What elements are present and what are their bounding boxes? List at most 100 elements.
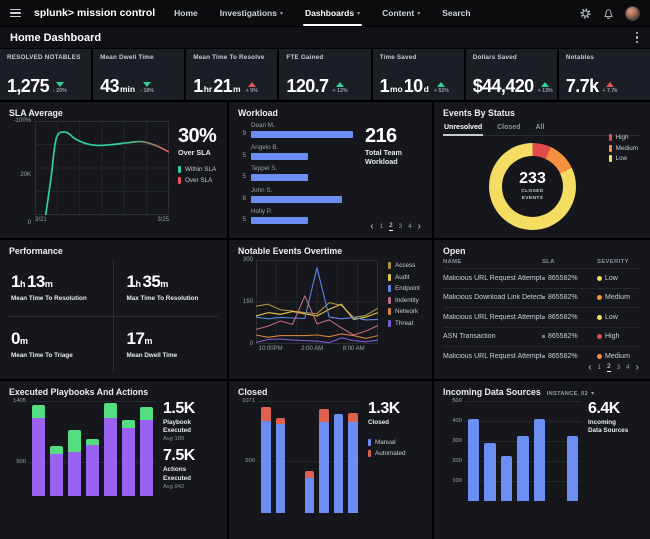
- tab-closed[interactable]: Closed: [497, 124, 521, 131]
- pager-page-3[interactable]: 3: [616, 363, 621, 371]
- kpi-value: 1,275- 20%: [7, 75, 67, 96]
- legend-item-medium: Medium: [608, 144, 638, 152]
- analyst-name: Holly P.: [251, 208, 272, 215]
- pager-page-3[interactable]: 3: [398, 222, 403, 230]
- nav-item-search[interactable]: Search: [442, 8, 471, 18]
- sla-big-label: Over SLA: [178, 148, 211, 157]
- kpi-trend: + 12%: [332, 81, 348, 94]
- analyst-name: Angelo B.: [251, 143, 279, 151]
- panel-title: Events By Status: [443, 108, 515, 118]
- pager-page-1[interactable]: 1: [597, 363, 602, 371]
- playbooks-stat-label: Playbook Executed: [163, 419, 191, 435]
- tab-unresolved[interactable]: Unresolved: [443, 121, 484, 136]
- event-name: ASN Transaction: [443, 333, 496, 341]
- bar: [333, 413, 344, 513]
- bar: [68, 429, 81, 496]
- user-avatar[interactable]: [625, 5, 640, 21]
- legend-swatch: [388, 308, 391, 315]
- notifications-bell-icon[interactable]: [602, 7, 615, 20]
- sla-big-value: 30%: [178, 125, 217, 147]
- kpi-card-mean-time-to-resolve: Mean Time To Resolve 1 hr 21 m + 9%: [186, 49, 278, 100]
- hamburger-menu-icon[interactable]: [10, 8, 21, 18]
- workload-bar: [251, 174, 308, 181]
- pager-page-2[interactable]: 2: [389, 222, 393, 231]
- sla-chart: -100% 20K 0 3/21 3/25: [13, 118, 169, 226]
- workload-pagination: ‹ 1 2 3 4 ›: [370, 220, 421, 232]
- workload-total: 216: [365, 125, 397, 147]
- workload-row: 5 Holly P.: [238, 208, 359, 224]
- legend-item-low: Low: [608, 155, 638, 162]
- severity-dot: [597, 334, 602, 340]
- nav-item-investigations[interactable]: Investigations ▾: [219, 8, 283, 18]
- legend-item-over-sla: Over SLA: [178, 176, 218, 184]
- legend-item-high: High: [608, 134, 638, 141]
- pager-page-2[interactable]: 2: [607, 363, 611, 372]
- legend-item-threat: Threat: [388, 319, 420, 327]
- panel-sla-average: SLA Average -100% 20K 0 3/21 3/25 30% Over …: [0, 102, 227, 238]
- legend-swatch: [608, 134, 612, 141]
- chevron-down-icon: ▾: [591, 390, 595, 397]
- bar: [533, 419, 546, 501]
- nav-item-home[interactable]: Home: [174, 8, 198, 18]
- overtime-chart: 300 150 0 10:00PM 2:00 AM 8:00 AM: [243, 257, 378, 352]
- chevron-down-icon: ▾: [279, 9, 283, 17]
- trend-down-icon: [143, 81, 152, 87]
- panel-performance: Performance 1h 13m Mean Time To Resoluti…: [0, 240, 227, 379]
- logo-mark: splunk>: [34, 7, 74, 19]
- chevron-down-icon: ▾: [357, 9, 361, 17]
- nav-items: Home Investigations ▾ Dashboards ▾ Content ▾ Se…: [172, 0, 472, 26]
- open-event-row[interactable]: Malicious URL Request Attempt 865582% Low: [443, 307, 641, 327]
- panel-title: Incoming Data Sources: [443, 387, 541, 397]
- panel-workload: Workload 9 Dean M. 5 Angelo B. 5 Teppei S. 8 Jo…: [229, 102, 432, 238]
- kpi-card-resolved-notables: RESOLVED NOTABLES 1,275- 20%: [0, 49, 92, 100]
- panel-open: Open NAME SLA SEVERITY Malicious URL Req…: [434, 240, 650, 379]
- bar: [304, 471, 315, 513]
- bar: [140, 406, 153, 496]
- workload-chart: 9 Dean M. 5 Angelo B. 5 Teppei S. 8 John S. 5 Hol…: [238, 122, 365, 230]
- pager-page-4[interactable]: 4: [626, 363, 630, 371]
- event-name: Malicious URL Request Attempt: [443, 352, 542, 360]
- playbooks-chart: [29, 401, 156, 496]
- top-nav: splunk> mission control Home Investigatio…: [0, 0, 650, 26]
- kpi-row: RESOLVED NOTABLES 1,275- 20% Mean Dwell Ti…: [0, 49, 650, 100]
- events-donut-chart: 233 CLOSED EVENTS: [489, 143, 576, 230]
- nav-right: [579, 5, 640, 21]
- pager-next-icon[interactable]: ›: [417, 220, 421, 232]
- kpi-card-time-saved: Time Saved 1 mo 10 d + 52%: [372, 49, 464, 100]
- bar: [319, 409, 329, 513]
- donut-center-value: 233: [519, 169, 546, 187]
- workload-row: 5 Angelo B.: [238, 144, 359, 160]
- open-event-row[interactable]: Malicious URL Request Attempt 865582% Low: [443, 268, 641, 288]
- pager-page-4[interactable]: 4: [408, 222, 412, 230]
- nav-item-content[interactable]: Content ▾: [382, 8, 421, 18]
- closed-stat-label: Closed: [368, 419, 389, 426]
- event-name: Malicious URL Request Attempt: [443, 274, 542, 282]
- open-event-row[interactable]: Malicious URL Request Attempt 865582% Medi…: [443, 346, 641, 366]
- severity-dot: [597, 353, 602, 359]
- panel-title: Performance: [9, 246, 63, 256]
- open-event-row[interactable]: ASN Transaction 865582% High: [443, 326, 641, 347]
- analyst-name: Teppei S.: [251, 165, 278, 172]
- pager-prev-icon[interactable]: ‹: [370, 220, 374, 232]
- instance-selector[interactable]: INSTANCE_02 ▾: [546, 390, 595, 397]
- tab-all[interactable]: All: [535, 124, 545, 131]
- bar: [566, 436, 578, 501]
- kpi-card-mean-dwell-time: Mean Dwell Time 43 min - 18%: [93, 49, 185, 100]
- bar: [484, 443, 496, 501]
- actions-stat-label: Actions Executed: [163, 466, 191, 482]
- settings-gear-icon[interactable]: [579, 7, 592, 20]
- trend-up-icon: [541, 81, 550, 87]
- perf-stat-mean-time-to-triage: 0m Mean Time To Triage: [9, 316, 114, 372]
- nav-item-dashboards[interactable]: Dashboards ▾: [302, 0, 363, 26]
- legend-item-audit: Audit: [388, 273, 420, 281]
- workload-row: 9 Dean M.: [238, 122, 359, 138]
- pager-page-1[interactable]: 1: [379, 222, 384, 230]
- pager-next-icon[interactable]: ›: [635, 361, 639, 373]
- chevron-down-icon: ▾: [417, 9, 421, 17]
- panel-events-by-status: Events By Status Unresolved Closed All 233…: [434, 102, 650, 238]
- legend-swatch: [178, 176, 181, 184]
- open-event-row[interactable]: Malicious Download Link Detected 865582% M…: [443, 287, 641, 308]
- pager-prev-icon[interactable]: ‹: [588, 361, 592, 373]
- page-title: Home Dashboard: [10, 31, 102, 44]
- more-options-kebab-icon[interactable]: [634, 30, 641, 46]
